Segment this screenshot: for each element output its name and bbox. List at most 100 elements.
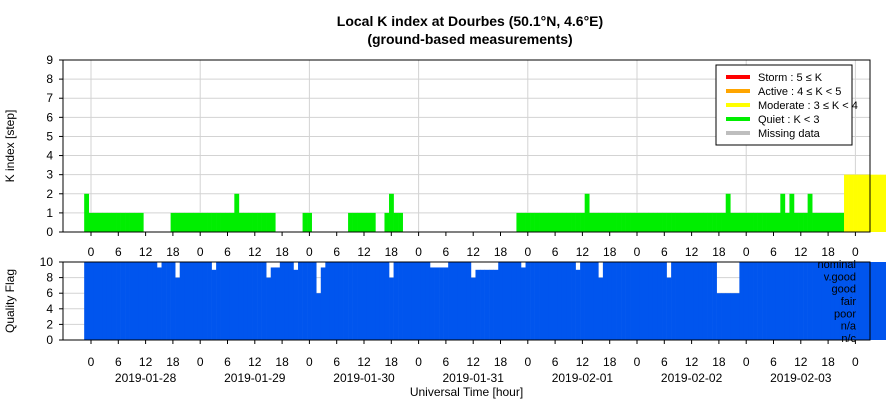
date-axis: 2019-01-28 2019-01-29 2019-01-30 2019-01-31… — [115, 371, 832, 385]
mid-hour-tick-label: 0 — [743, 245, 750, 259]
k-bar — [202, 212, 208, 232]
q-bar — [129, 262, 135, 340]
k-bar — [734, 212, 740, 232]
k-bar — [252, 212, 258, 232]
q-bar — [138, 262, 144, 340]
quality-level-1: v.good — [824, 271, 856, 283]
k-bar — [384, 212, 390, 232]
q-bar — [275, 267, 281, 340]
k-y-tick-label: 3 — [46, 168, 53, 182]
q-bar — [630, 262, 636, 340]
k-bar — [607, 212, 613, 232]
k-bar — [557, 212, 563, 232]
q-bar — [762, 262, 767, 340]
k-bar — [748, 212, 754, 232]
k-bar — [771, 212, 777, 232]
k-bar — [721, 212, 727, 232]
x-axis-label: Universal Time [hour] — [410, 385, 523, 399]
k-bar — [348, 212, 353, 232]
chart-title: Local K index at Dourbes (50.1°N, 4.6°E) — [337, 13, 603, 29]
q-y-tick-label: 2 — [46, 317, 53, 331]
quality-level-2: good — [832, 284, 856, 296]
mid-hour-tick-label: 0 — [88, 245, 95, 259]
q-bar — [652, 262, 658, 340]
q-bar — [343, 262, 349, 340]
q-bar — [407, 262, 413, 340]
q-bar — [106, 262, 112, 340]
q-bar — [197, 262, 203, 340]
q-bar — [784, 262, 790, 340]
k-bar — [875, 174, 881, 232]
k-bar — [884, 174, 886, 232]
k-bar — [398, 212, 403, 232]
k-bar — [138, 212, 144, 232]
bottom-hour-tick-label: 0 — [852, 355, 859, 369]
mid-hour-tick-label: 12 — [139, 245, 153, 259]
bottom-hour-tick-label: 0 — [415, 355, 422, 369]
k-bar — [766, 212, 772, 232]
mid-hour-tick-label: 6 — [552, 245, 559, 259]
q-bar — [498, 262, 504, 340]
k-bar — [834, 212, 840, 232]
q-y-tick-label: 10 — [40, 255, 54, 269]
k-bar — [361, 212, 367, 232]
q-bar — [420, 262, 426, 340]
q-bar — [566, 262, 572, 340]
k-bar — [366, 212, 372, 232]
k-index-bars — [84, 174, 886, 232]
mid-hour-tick-label: 0 — [306, 245, 313, 259]
q-bar — [798, 262, 804, 340]
q-bar — [425, 262, 431, 340]
k-index-panel: 0 1 2 3 4 5 6 7 8 9 K index [step] — [3, 53, 886, 239]
k-bar — [793, 212, 799, 232]
k-y-tick-label: 7 — [46, 91, 53, 105]
q-bar — [834, 262, 840, 340]
q-bar — [439, 267, 444, 340]
q-bar — [539, 262, 545, 340]
q-bar — [152, 262, 158, 340]
k-bar — [784, 212, 790, 232]
k-bar — [712, 212, 717, 232]
mid-hour-tick-label: 0 — [415, 245, 422, 259]
mid-hour-tick-label: 18 — [166, 245, 180, 259]
q-bar — [243, 262, 249, 340]
k-bar — [257, 212, 262, 232]
k-bar — [662, 212, 667, 232]
q-bar — [598, 277, 604, 340]
k-bar — [552, 212, 558, 232]
bottom-hour-tick-label: 6 — [224, 355, 231, 369]
k-bar — [598, 212, 604, 232]
bottom-hour-tick-label: 18 — [166, 355, 180, 369]
q-bar — [393, 262, 399, 340]
k-bar — [621, 212, 626, 232]
mid-hour-tick-label: 0 — [634, 245, 641, 259]
q-bar — [844, 262, 849, 340]
k-bar — [530, 212, 535, 232]
mid-hour-tick-label: 18 — [494, 245, 508, 259]
k-bar — [93, 212, 99, 232]
q-bar — [411, 262, 417, 340]
q-bar — [329, 262, 335, 340]
q-bar — [229, 262, 235, 340]
q-bar — [643, 262, 649, 340]
k-bar — [657, 212, 663, 232]
k-bar — [812, 212, 818, 232]
k-bar — [743, 212, 749, 232]
q-bar — [398, 262, 403, 340]
k-bar — [566, 212, 572, 232]
q-bar — [184, 262, 190, 340]
k-bar — [302, 212, 308, 232]
mid-hour-tick-label: 18 — [821, 245, 835, 259]
q-bar — [712, 262, 717, 340]
q-bar — [448, 262, 454, 340]
k-bar — [730, 212, 736, 232]
q-bar — [789, 262, 795, 340]
q-bar — [675, 262, 681, 340]
k-bar — [129, 212, 135, 232]
k-bar — [643, 212, 649, 232]
k-bar — [352, 212, 358, 232]
k-bar — [739, 212, 745, 232]
bottom-hour-tick-label: 0 — [88, 355, 95, 369]
q-bar — [862, 262, 868, 340]
k-bar — [580, 212, 585, 232]
